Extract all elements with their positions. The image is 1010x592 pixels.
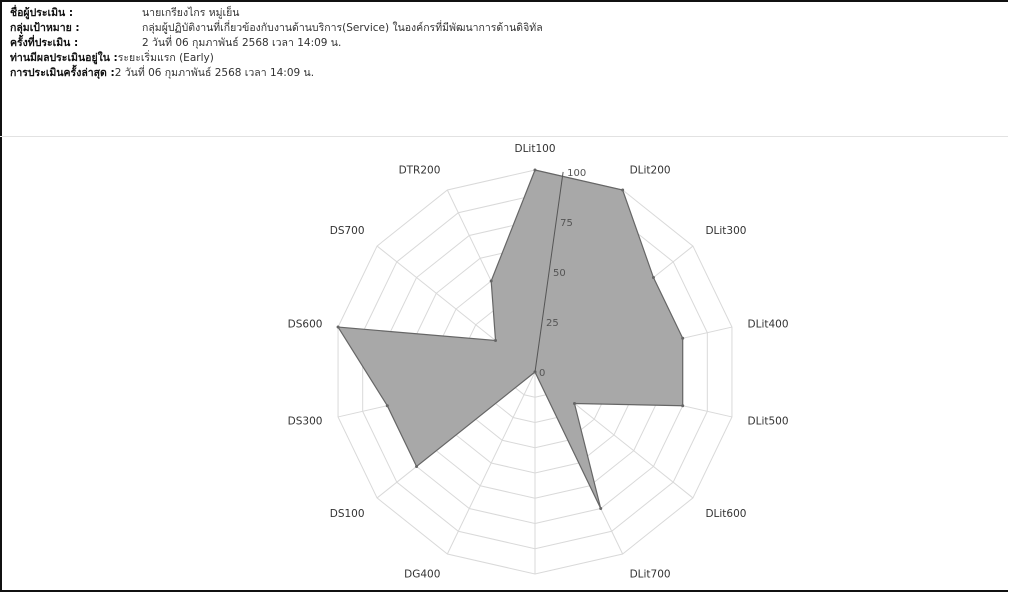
result-level-label: ท่านมีผลประเมินอยู่ใน : bbox=[10, 52, 118, 64]
latest-row: การประเมินครั้งล่าสุด : 2 วันที่ 06 กุมภ… bbox=[10, 66, 543, 81]
radar-chart: 0 25 50 75 100 DLit100 DLit200 DLit300 DLit400 DL… bbox=[288, 143, 789, 580]
target-group-row: กลุ่มเป้าหมาย : กลุ่มผู้ปฏิบัติงานที่เกี… bbox=[10, 21, 543, 36]
category-label: DTR200 bbox=[399, 165, 441, 177]
data-point bbox=[336, 325, 340, 329]
radial-tick-label: 100 bbox=[567, 168, 586, 179]
category-label: DLit400 bbox=[748, 318, 789, 330]
assessor-label: ชื่อผู้ประเมิน : bbox=[10, 7, 74, 19]
target-group-value: กลุ่มผู้ปฏิบัติงานที่เกี่ยวข้องกับงานด้า… bbox=[142, 22, 543, 34]
radial-tick-label: 50 bbox=[553, 268, 566, 279]
category-label: DLit700 bbox=[630, 568, 671, 580]
category-label: DS600 bbox=[288, 318, 323, 330]
data-point bbox=[599, 506, 603, 510]
assessment-info: ชื่อผู้ประเมิน : นายเกรียงไกร หมู่เย็น ก… bbox=[10, 6, 543, 81]
latest-label: การประเมินครั้งล่าสุด : bbox=[10, 67, 115, 79]
data-point bbox=[681, 404, 685, 408]
section-divider bbox=[0, 136, 1008, 137]
round-label: ครั้งที่ประเมิน : bbox=[10, 37, 79, 49]
data-point bbox=[621, 188, 625, 192]
category-label: DLit500 bbox=[748, 416, 789, 428]
result-level-value: ระยะเริ่มแรก (Early) bbox=[117, 52, 214, 64]
data-point bbox=[681, 336, 685, 340]
data-point bbox=[489, 279, 493, 283]
data-point bbox=[572, 401, 576, 405]
latest-value: 2 วันที่ 06 กุมภาพันธ์ 2568 เวลา 14:09 น… bbox=[114, 67, 315, 79]
round-value: 2 วันที่ 06 กุมภาพันธ์ 2568 เวลา 14:09 น… bbox=[142, 37, 342, 49]
category-label: DLit300 bbox=[705, 225, 746, 237]
radial-tick-label: 75 bbox=[560, 218, 573, 229]
grid-spoke bbox=[446, 371, 536, 555]
category-label: DS100 bbox=[330, 508, 365, 520]
assessor-row: ชื่อผู้ประเมิน : นายเกรียงไกร หมู่เย็น bbox=[10, 6, 543, 21]
data-point bbox=[415, 464, 419, 468]
data-point bbox=[533, 168, 537, 172]
series-area bbox=[336, 169, 684, 509]
category-label: DLit200 bbox=[630, 165, 671, 177]
assessor-value: นายเกรียงไกร หมู่เย็น bbox=[142, 7, 240, 19]
category-label: DLit100 bbox=[514, 143, 555, 155]
data-point bbox=[385, 404, 389, 408]
radial-tick-label: 0 bbox=[539, 368, 545, 379]
target-group-label: กลุ่มเป้าหมาย : bbox=[10, 22, 80, 34]
category-label: DS700 bbox=[330, 225, 365, 237]
category-label: DG400 bbox=[404, 568, 440, 580]
category-label: DLit600 bbox=[705, 508, 746, 520]
data-point bbox=[651, 276, 655, 280]
result-level-row: ท่านมีผลประเมินอยู่ใน : ระยะเริ่มแรก (Ea… bbox=[10, 51, 543, 66]
category-label: DS300 bbox=[288, 416, 323, 428]
round-row: ครั้งที่ประเมิน : 2 วันที่ 06 กุมภาพันธ์… bbox=[10, 36, 543, 51]
radial-axis bbox=[534, 171, 564, 373]
radial-tick-label: 25 bbox=[546, 318, 559, 329]
data-point bbox=[494, 339, 498, 343]
